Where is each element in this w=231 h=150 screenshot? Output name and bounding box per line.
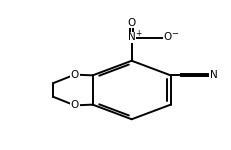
Text: O: O — [128, 18, 136, 27]
Text: −: − — [171, 29, 178, 38]
Text: O: O — [70, 70, 79, 80]
Text: O: O — [163, 33, 172, 42]
Text: N: N — [128, 33, 136, 42]
Text: O: O — [70, 100, 79, 110]
Text: +: + — [135, 29, 142, 38]
Text: N: N — [210, 70, 218, 80]
